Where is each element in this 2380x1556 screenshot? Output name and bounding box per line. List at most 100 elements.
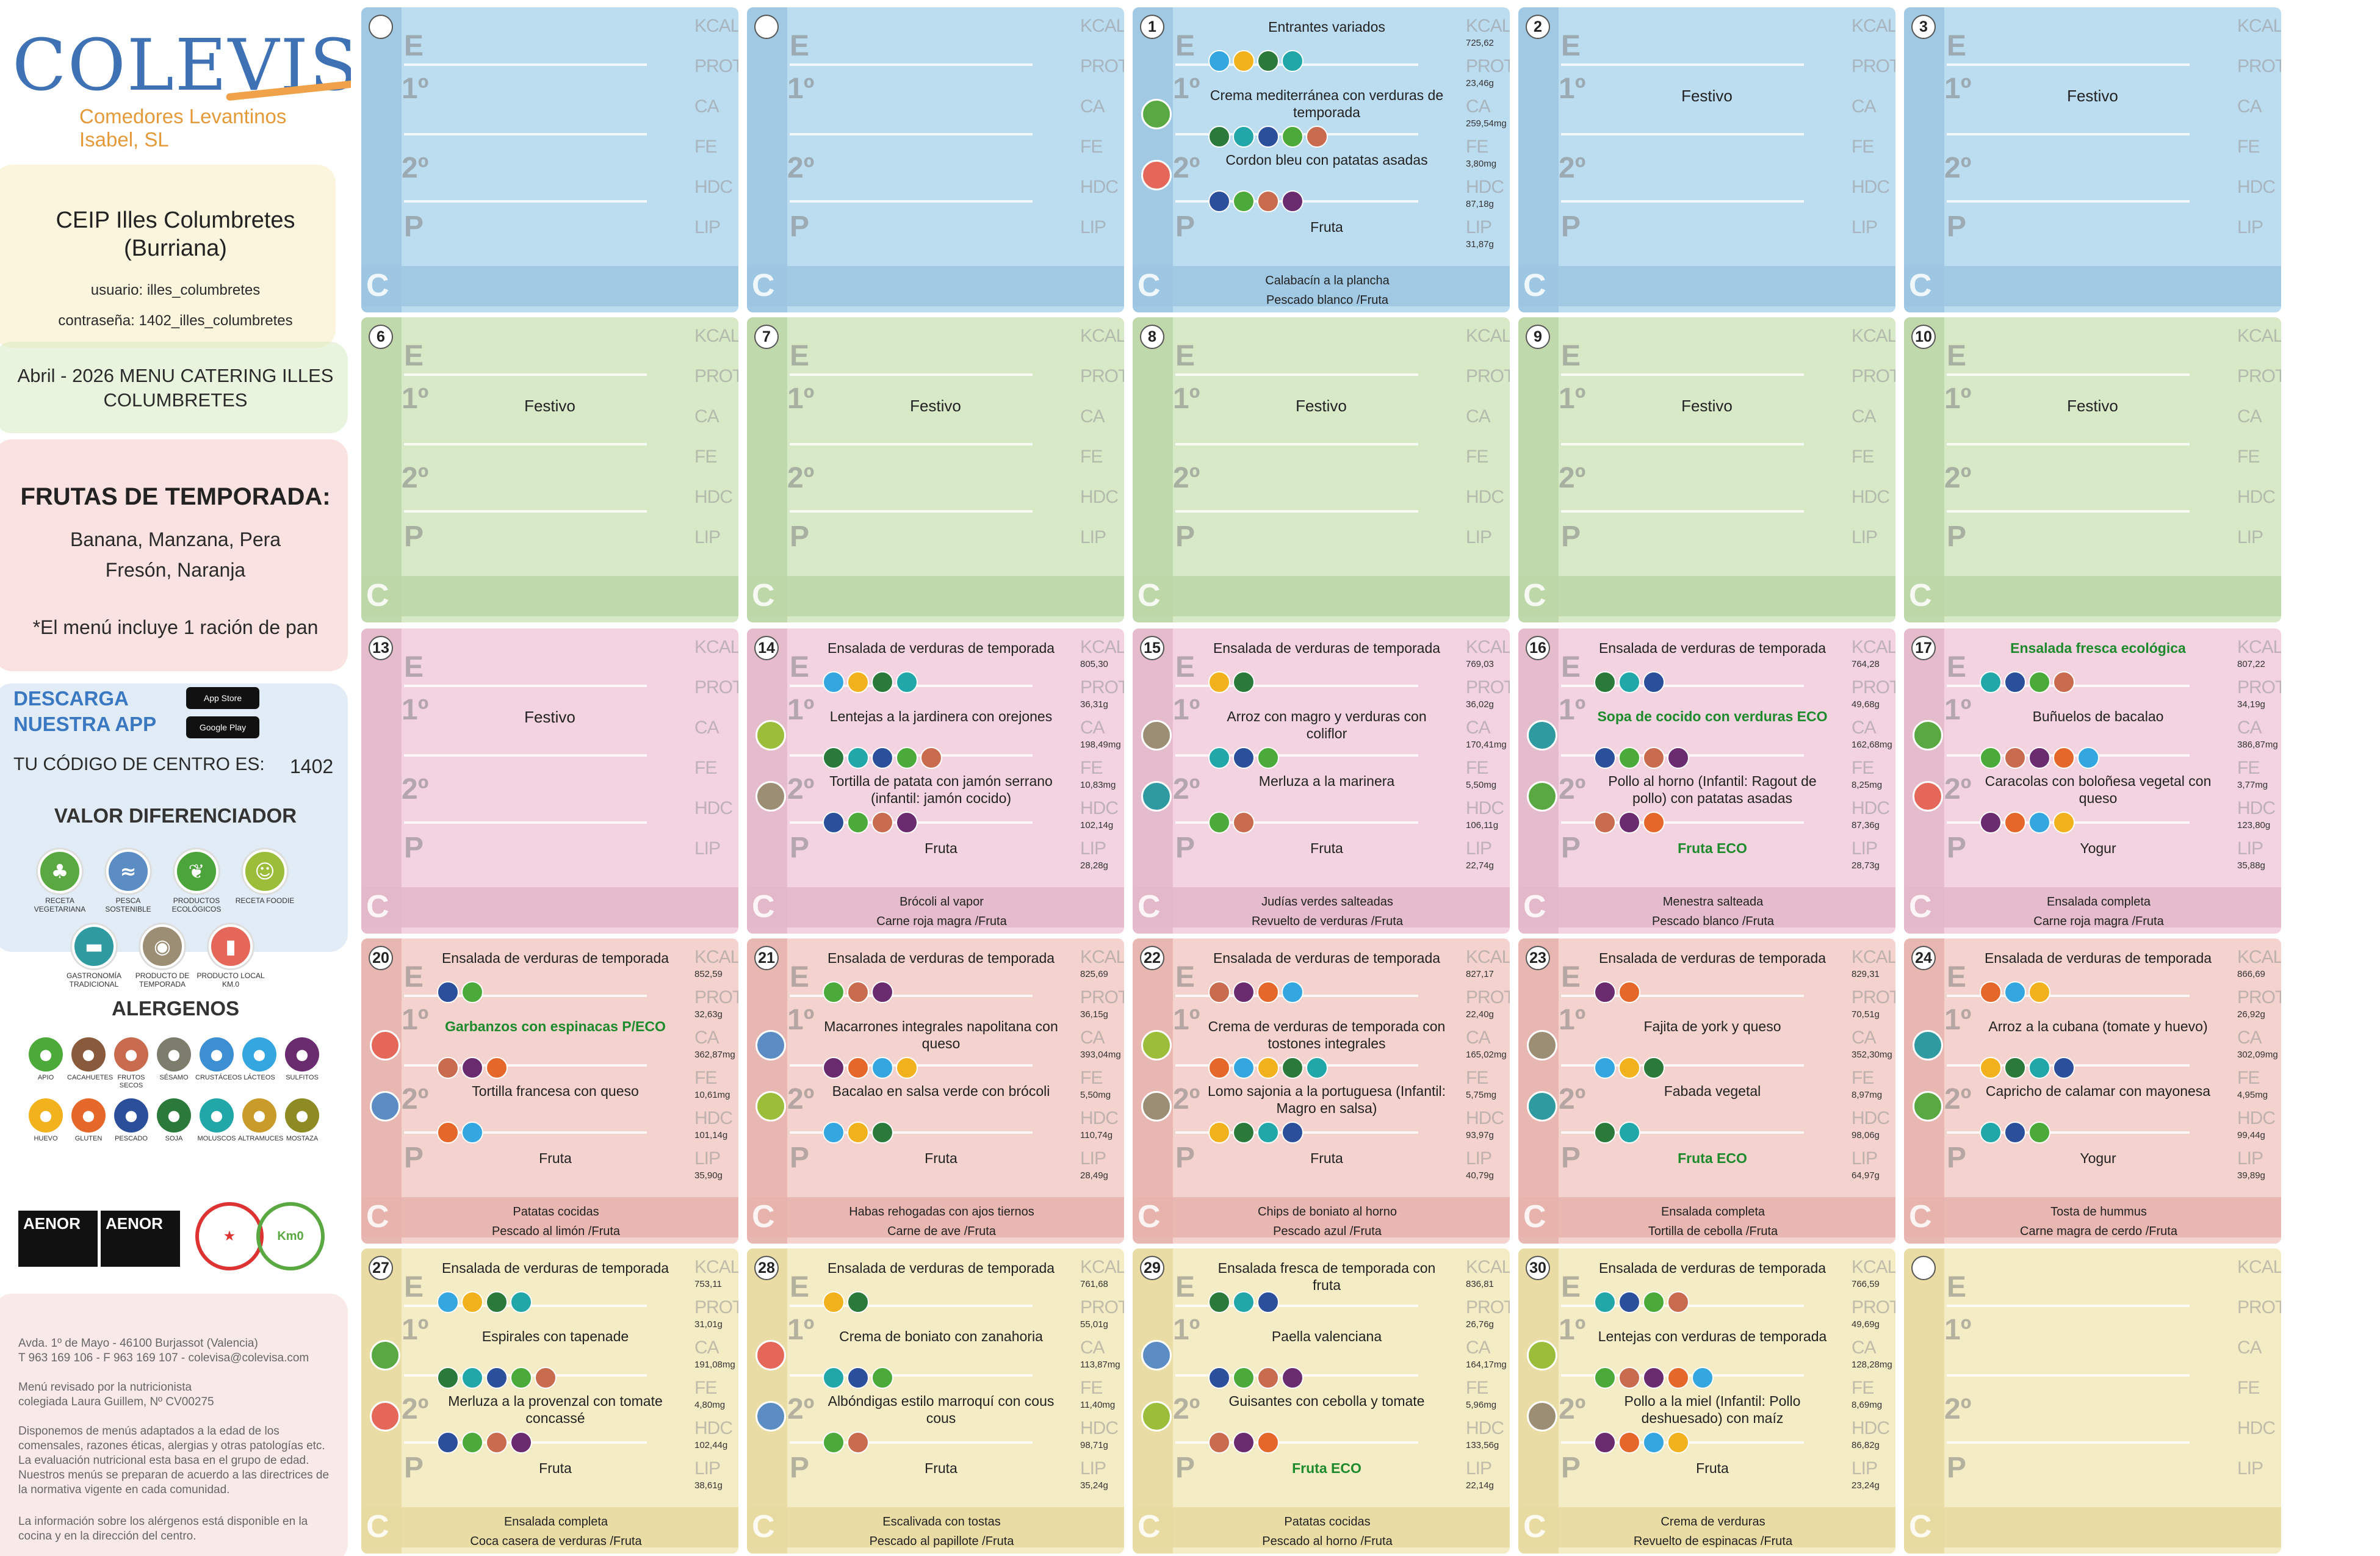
nutrient-label-fe: FE bbox=[1466, 137, 1488, 157]
nutrient-value-fe: 8,25mg bbox=[1852, 780, 1883, 790]
allergen-icon bbox=[920, 747, 942, 769]
row-separator bbox=[404, 443, 647, 445]
row-label-p1: 1º bbox=[1173, 73, 1200, 105]
nutrient-label-prot: PROT bbox=[1852, 677, 1895, 697]
row-label-p: P bbox=[1946, 1452, 1966, 1484]
dinner-suggestion: C Ensalada completa Tortilla de cebolla /F… bbox=[1518, 1197, 1895, 1244]
km0-seal: Km0 bbox=[256, 1202, 325, 1270]
second-course: Albóndigas estilo marroquí con cous cous bbox=[828, 1393, 1055, 1426]
nutrient-label-fe: FE bbox=[1852, 1378, 1874, 1398]
day-number: 6 bbox=[369, 325, 393, 349]
allergen-icons-row bbox=[823, 747, 945, 769]
dinner-line-2: Carne de ave /Fruta bbox=[887, 1225, 996, 1238]
allergen-icon bbox=[1233, 1291, 1255, 1313]
row-label-p: P bbox=[1175, 211, 1195, 243]
row-separator bbox=[1947, 1441, 2190, 1444]
allergen-icons-row bbox=[1594, 812, 1667, 834]
wash-green bbox=[0, 342, 348, 433]
row-label-c: C bbox=[1523, 578, 1546, 613]
row-separator bbox=[790, 510, 1033, 513]
allergen-icon bbox=[1208, 190, 1230, 212]
day-strip bbox=[1518, 317, 1559, 622]
allergen-icon bbox=[823, 812, 845, 834]
dinner-line-1: Ensalada completa bbox=[503, 1515, 608, 1529]
row-separator bbox=[1175, 510, 1418, 513]
nutrient-label-prot: PROT bbox=[1466, 56, 1510, 76]
nutrient-value-prot: 26,92g bbox=[2237, 1009, 2265, 1020]
festivo-label: Festivo bbox=[524, 397, 575, 415]
nutrient-label-ca: CA bbox=[1080, 96, 1105, 117]
allergen-icon bbox=[535, 1367, 557, 1389]
row-label-e: E bbox=[1175, 30, 1195, 62]
nutrient-label-fe: FE bbox=[694, 1068, 717, 1088]
alergenos-title: ALERGENOS bbox=[111, 997, 240, 1020]
row-label-e: E bbox=[1946, 651, 1966, 683]
allergen-icons-row bbox=[1208, 50, 1306, 72]
row-separator bbox=[404, 1064, 647, 1067]
day-number: 8 bbox=[1140, 325, 1164, 349]
nutrient-label-lip: LIP bbox=[694, 217, 721, 237]
allergen-icon bbox=[1667, 747, 1689, 769]
dinner-line-1: Menestra salteada bbox=[1662, 895, 1764, 909]
row-label-e: E bbox=[403, 1271, 424, 1303]
allergen-icon bbox=[2028, 671, 2050, 693]
allergen-icon bbox=[1618, 981, 1640, 1003]
day-cell: E 1º 2º P KCAL PROT CA FE HDC LIP 764,28 49,68g 162,… bbox=[1518, 629, 1895, 934]
dinner-line-1: Tosta de hummus bbox=[2050, 1205, 2147, 1219]
google-play-badge[interactable]: Google Play bbox=[186, 716, 259, 738]
nutrient-label-ca: CA bbox=[1852, 406, 1877, 427]
row-label-e: E bbox=[1946, 1271, 1966, 1303]
nutrient-label-fe: FE bbox=[1852, 1068, 1874, 1088]
allergen-icon bbox=[1618, 1057, 1640, 1079]
nutrient-value-ca: 393,04mg bbox=[1080, 1050, 1121, 1060]
dinner-line-2: Carne magra de cerdo /Fruta bbox=[2020, 1225, 2177, 1238]
day-strip bbox=[1904, 317, 1944, 622]
second-course: Cordon bleu con patatas asadas bbox=[1225, 152, 1428, 168]
nutrient-value-prot: 70,51g bbox=[1852, 1009, 1880, 1020]
day-number: 2 bbox=[1526, 15, 1550, 39]
pot-icon: ▬ bbox=[72, 924, 116, 968]
allergen-item: ● HUEVO bbox=[24, 1098, 67, 1143]
day-cell: E 1º 2º P KCAL PROT CA FE HDC LIP C 3 Festivo bbox=[1904, 7, 2281, 312]
allergen-icon bbox=[871, 812, 893, 834]
first-course: Garbanzos con espinacas P/ECO bbox=[445, 1018, 666, 1034]
allergen-icons-row bbox=[823, 1291, 871, 1313]
row-label-c: C bbox=[1138, 1199, 1161, 1234]
starter-dish: Ensalada fresca de temporada con fruta bbox=[1217, 1260, 1436, 1293]
row-label-p1: 1º bbox=[402, 383, 429, 415]
nutrient-value-prot: 31,01g bbox=[694, 1319, 723, 1330]
allergen-icon bbox=[1257, 981, 1279, 1003]
allergen-icons-row bbox=[437, 1291, 535, 1313]
dessert: Fruta bbox=[1310, 840, 1343, 856]
day-number: 27 bbox=[369, 1256, 393, 1280]
dinner-line-2: Pescado blanco /Fruta bbox=[1266, 294, 1389, 307]
row-label-c: C bbox=[366, 268, 389, 303]
dessert: Fruta bbox=[1310, 1150, 1343, 1166]
wash-pink bbox=[0, 1294, 348, 1556]
row-label-p1: 1º bbox=[787, 1314, 815, 1346]
app-store-badge[interactable]: App Store bbox=[186, 687, 259, 709]
valor-marker-icon bbox=[1913, 1030, 1943, 1061]
day-cell: E 1º 2º P KCAL PROT CA FE HDC LIP 829,31 70,51g 352,… bbox=[1518, 938, 1895, 1244]
allergen-icon bbox=[1257, 126, 1279, 148]
nutrient-label-kcal: KCAL bbox=[1080, 16, 1124, 36]
day-cell: E 1º 2º P KCAL PROT CA FE HDC LIP 852,59 32,63g 362,… bbox=[361, 938, 738, 1244]
row-separator bbox=[1947, 510, 2190, 513]
row-label-p2: 2º bbox=[1173, 1393, 1200, 1425]
row-label-p1: 1º bbox=[787, 73, 815, 105]
allergen-icon bbox=[1594, 1122, 1616, 1144]
allergen-label: PESCADO bbox=[115, 1135, 148, 1142]
allergen-icons-row bbox=[1980, 1122, 2053, 1144]
allergen-icon bbox=[510, 1432, 532, 1453]
festivo-label: Festivo bbox=[1296, 397, 1347, 415]
row-separator bbox=[404, 754, 647, 757]
valor-item-label: PESCA SOSTENIBLE bbox=[105, 896, 151, 913]
day-cell: E 1º 2º P KCAL PROT CA FE HDC LIP C 7 Festivo bbox=[747, 317, 1124, 622]
day-strip bbox=[747, 317, 787, 622]
row-label-c: C bbox=[1523, 1509, 1546, 1544]
row-separator bbox=[404, 133, 647, 135]
row-label-e: E bbox=[1175, 651, 1195, 683]
nutrient-value-kcal: 761,68 bbox=[1080, 1279, 1108, 1289]
festivo-label: Festivo bbox=[2067, 397, 2118, 415]
row-label-p: P bbox=[1175, 832, 1195, 864]
